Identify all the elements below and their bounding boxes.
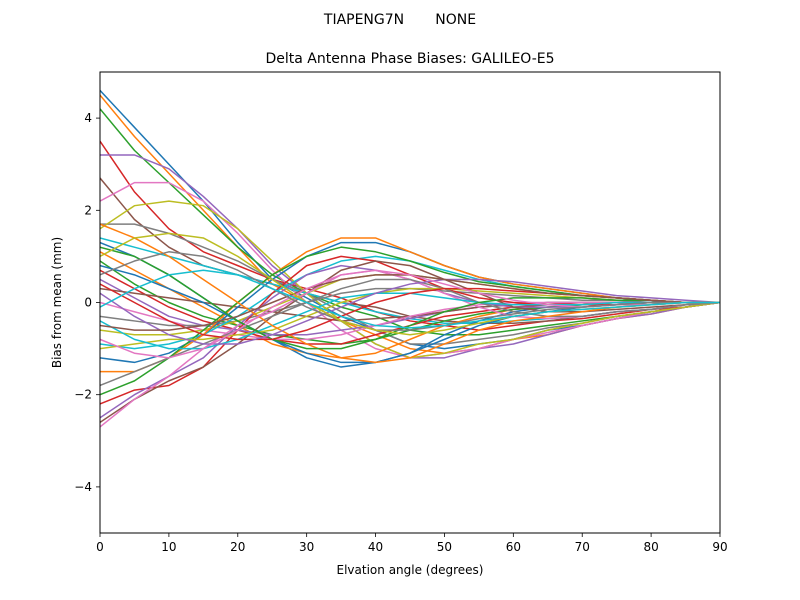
series-line-40: [100, 269, 720, 329]
series-line-35: [100, 278, 720, 345]
y-tick-label: 2: [84, 203, 92, 217]
x-tick-label: 30: [299, 540, 314, 554]
x-tick-label: 90: [712, 540, 727, 554]
series-line-4: [100, 140, 720, 331]
x-tick-label: 60: [506, 540, 521, 554]
x-tick-label: 10: [161, 540, 176, 554]
x-tick-label: 40: [368, 540, 383, 554]
series-line-26: [100, 260, 720, 423]
x-axis: 0 10 20 30 40 50 60 70 80 90: [96, 533, 728, 554]
chart-title: Delta Antenna Phase Biases: GALILEO-E5: [265, 51, 554, 67]
x-axis-label: Elvation angle (degrees): [337, 563, 484, 577]
y-tick-label: −4: [74, 480, 92, 494]
chart-suptitle: TIAPENG7N NONE: [323, 12, 476, 28]
series-layer: [100, 89, 720, 428]
y-tick-label: −2: [74, 388, 92, 402]
x-tick-label: 80: [643, 540, 658, 554]
y-axis-label: Bias from mean (mm): [50, 237, 64, 368]
x-tick-label: 50: [437, 540, 452, 554]
x-tick-label: 70: [575, 540, 590, 554]
x-tick-label: 0: [96, 540, 104, 554]
series-line-33: [100, 246, 720, 350]
x-tick-label: 20: [230, 540, 245, 554]
y-tick-label: 4: [84, 111, 92, 125]
y-tick-label: 0: [84, 296, 92, 310]
y-axis: −4 −2 0 2 4: [74, 111, 100, 494]
series-line-38: [100, 251, 720, 331]
